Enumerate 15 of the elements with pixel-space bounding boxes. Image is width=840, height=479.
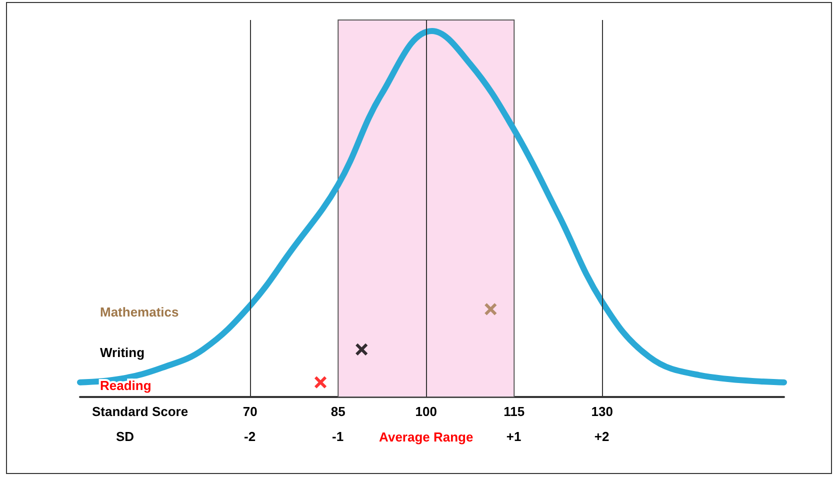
text: Reading — [100, 378, 152, 393]
text: Writing — [100, 344, 145, 360]
x2-tick-label: +2 — [594, 429, 610, 444]
text: Mathematics — [100, 304, 179, 320]
x-tick-label: 100 — [415, 404, 437, 419]
x2-axis-title: SD — [116, 429, 134, 444]
x2-tick-label: -2 — [244, 429, 256, 444]
x2-tick-label: +1 — [506, 429, 522, 444]
x-tick-label: 70 — [242, 404, 258, 419]
x-tick-label: 85 — [330, 404, 346, 419]
band-label: Average Range — [379, 430, 474, 444]
x-axis-title: Standard Score — [92, 404, 188, 419]
x-tick-label: 115 — [504, 404, 525, 419]
x2-tick-label: -1 — [332, 429, 344, 444]
x-tick-label: 130 — [591, 404, 613, 419]
